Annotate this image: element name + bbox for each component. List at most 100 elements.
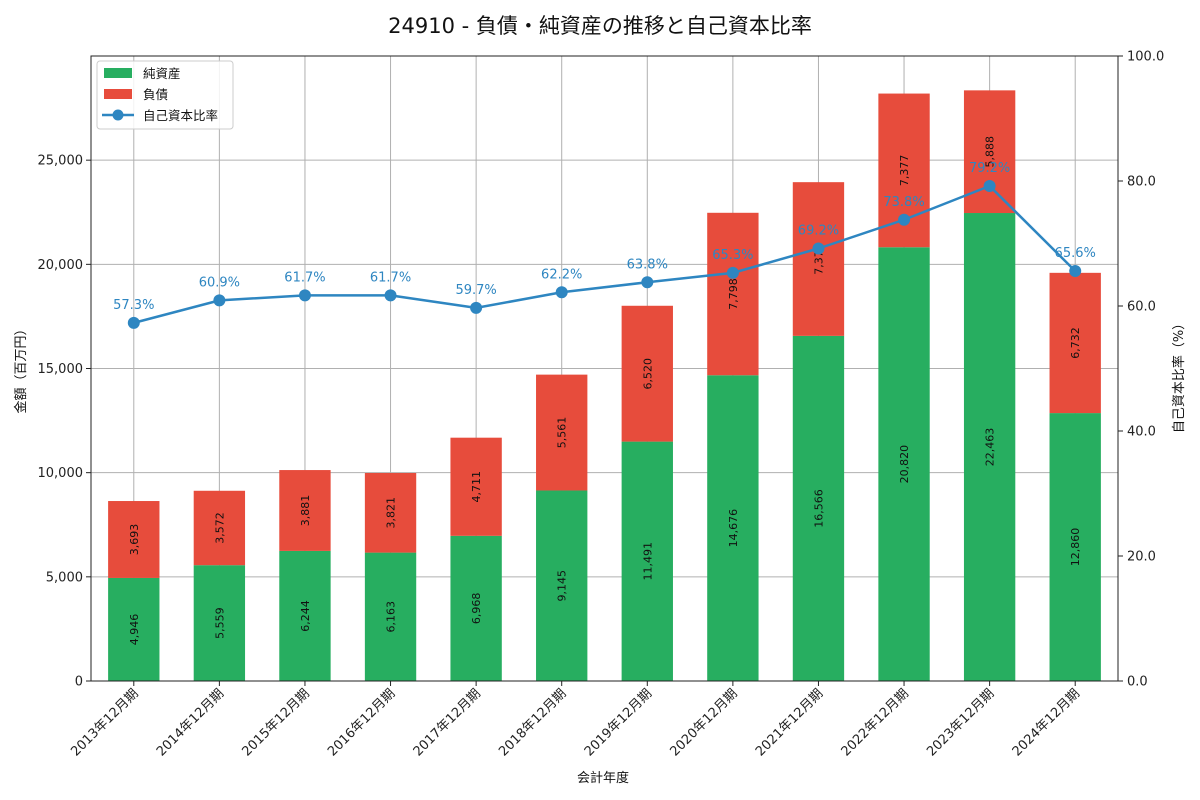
bar-liability [193, 490, 246, 566]
bar-equity-label: 12,860 [1069, 528, 1082, 567]
ratio-label: 73.8% [883, 195, 924, 210]
ratio-point [213, 294, 226, 307]
y-tick-label: 15,000 [38, 362, 84, 377]
x-axis-title: 会計年度 [577, 770, 629, 786]
y-tick-label: 10,000 [38, 466, 84, 481]
bar-equity-label: 16,566 [812, 489, 825, 528]
chart-title: 24910 - 負債・純資産の推移と自己資本比率 [388, 14, 812, 38]
bar-liability [364, 473, 417, 553]
x-tick-label: 2016年12月期 [325, 686, 398, 759]
bar-liability-label: 5,888 [984, 136, 997, 168]
ratio-point [898, 213, 911, 226]
y2-tick-label: 40.0 [1127, 425, 1156, 440]
bar-liability [450, 437, 502, 536]
ratio-label: 65.3% [712, 248, 753, 263]
bar-liability-label: 5,561 [556, 417, 569, 449]
bar-liability-label: 7,798 [727, 278, 740, 310]
bar-equity-label: 6,968 [470, 593, 483, 625]
bar-equity-label: 14,676 [727, 509, 740, 548]
ratio-label: 59.7% [455, 283, 496, 298]
bar-equity [536, 490, 588, 681]
ratio-label: 60.9% [199, 275, 240, 290]
ratio-point [812, 242, 825, 255]
y-tick-label: 5,000 [46, 570, 83, 585]
right-axis: 0.0 20.0 40.0 60.0 80.0 100.0 [1118, 50, 1164, 690]
x-tick-label: 2023年12月期 [924, 686, 997, 759]
bar-equity [108, 577, 160, 681]
x-tick-label: 2017年12月期 [411, 686, 484, 759]
bar-liability [792, 182, 845, 336]
bar-equity [963, 213, 1016, 682]
ratio-point [555, 286, 568, 299]
bar-liability [621, 305, 673, 442]
bar-equity [279, 550, 331, 681]
bar-labels: 4,946 3,693 5,559 3,572 6,244 3,881 6,163 3,821… [128, 136, 1082, 645]
bar-liability [1049, 272, 1101, 414]
bar-equity [1049, 413, 1101, 681]
x-tick-label: 2018年12月期 [496, 686, 569, 759]
ratio-label: 61.7% [370, 270, 411, 285]
bar-liability [279, 470, 331, 551]
x-tick-label: 2022年12月期 [839, 686, 912, 759]
legend-swatch-equity [104, 68, 132, 78]
ratio-point [983, 180, 996, 192]
bar-liability-label: 3,572 [213, 512, 226, 544]
ratio-line-path [133, 184, 1077, 325]
legend-swatch-liability [104, 89, 132, 99]
bar-liability-label: 3,693 [128, 524, 141, 556]
ratio-point [298, 289, 311, 302]
bar-liability-label: 3,881 [299, 495, 312, 527]
x-tick-label: 2015年12月期 [240, 686, 313, 759]
y2-tick-label: 60.0 [1127, 300, 1156, 315]
bar-equity-label: 22,463 [984, 428, 997, 467]
bar-equity [792, 335, 845, 681]
x-tick-label: 2021年12月期 [753, 686, 826, 759]
legend-label-equity: 純資産 [143, 66, 181, 81]
ratio-label: 65.6% [1055, 246, 1096, 261]
bar-equity-label: 20,820 [898, 445, 911, 484]
bar-equity [450, 535, 502, 681]
bar-liability-label: 4,711 [470, 471, 483, 503]
ratio-label: 57.3% [113, 298, 154, 313]
x-tick-label: 2020年12月期 [667, 686, 740, 759]
ratio-label: 62.2% [541, 267, 582, 282]
bar-equity-label: 4,946 [128, 614, 141, 646]
legend-label-ratio: 自己資本比率 [143, 108, 218, 123]
bar-liability-label: 3,821 [385, 497, 398, 529]
ratio-label: 79.2% [969, 161, 1010, 176]
bar-equity [364, 552, 417, 681]
bar-liability-label: 6,732 [1069, 327, 1082, 359]
ratio-point [127, 316, 140, 329]
y2-tick-label: 0.0 [1127, 675, 1148, 690]
ratio-point [1069, 265, 1082, 277]
y2-tick-label: 20.0 [1127, 550, 1156, 565]
x-tick-label: 2014年12月期 [154, 686, 227, 759]
x-tick-label: 2024年12月期 [1010, 686, 1083, 759]
bar-liability-label: 7,377 [898, 155, 911, 187]
bar-liability [707, 212, 759, 376]
ratio-label: 63.8% [627, 257, 668, 272]
ratio-line: 57.3% 60.9% 61.7% 61.7% 59.7% 62.2% 63.8% 65.3%… [113, 161, 1096, 329]
x-tick-label: 2019年12月期 [582, 686, 655, 759]
x-axis: 2013年12月期 2014年12月期 2015年12月期 2016年12月期 2017… [68, 681, 1083, 760]
y2-tick-label: 100.0 [1127, 50, 1164, 65]
bar-equity [707, 375, 759, 681]
ratio-point [726, 266, 739, 279]
bar-equity-label: 11,491 [641, 542, 654, 581]
y-tick-label: 25,000 [38, 154, 84, 169]
ratio-point [384, 289, 397, 302]
legend-swatch-ratio-marker [112, 109, 124, 121]
bar-equity [193, 565, 246, 681]
ratio-point [470, 301, 483, 314]
bars [108, 90, 1101, 682]
bar-equity-label: 6,163 [385, 601, 398, 633]
y-axis-title: 金額（百万円） [13, 322, 29, 413]
x-tick-label: 2013年12月期 [68, 686, 141, 759]
y2-tick-label: 80.0 [1127, 175, 1156, 190]
y2-axis-title: 自己資本比率（%） [1171, 317, 1187, 433]
ratio-label: 61.7% [284, 270, 325, 285]
y-tick-label: 20,000 [38, 258, 84, 273]
ratio-label: 69.2% [798, 224, 839, 239]
